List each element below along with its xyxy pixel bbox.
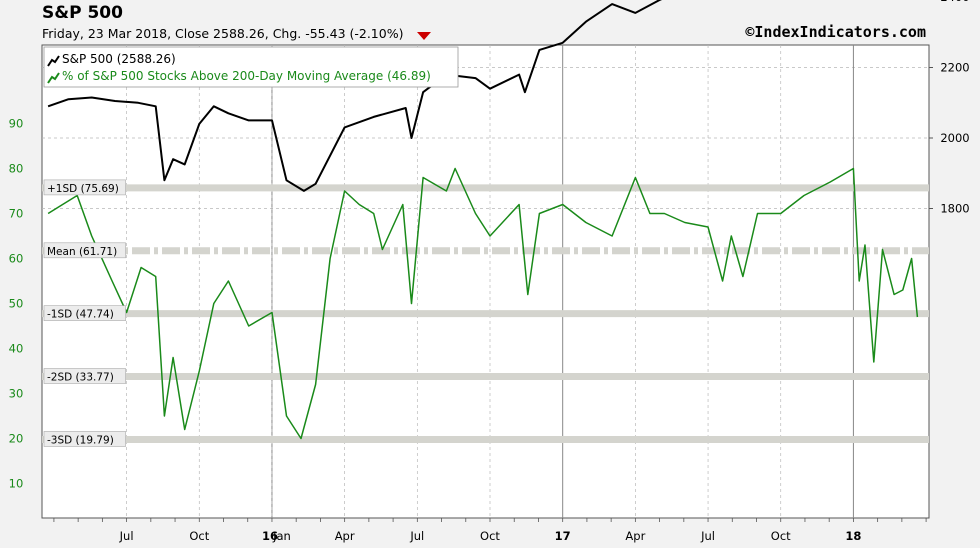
x-tick-label: Apr [335, 529, 355, 543]
x-tick-label: Oct [771, 529, 791, 543]
axes: 1020304050607080901800200022002400260028… [9, 0, 970, 543]
right-tick-label: 1800 [940, 202, 969, 216]
sd-band-label-box [43, 431, 126, 447]
sd-band-label-box [43, 179, 126, 196]
sd-band-label-group: +1SD (75.69) [43, 179, 126, 196]
sd-band-label: -2SD (33.77) [47, 372, 114, 384]
series-lines [47, 0, 919, 440]
sd-band-labels: +1SD (75.69) Mean (61.71) -1SD (47.74) -2SD… [43, 179, 126, 447]
sd-band-label-group: -3SD (19.79) [43, 431, 126, 447]
sd-band-label-group: -2SD (33.77) [43, 368, 126, 384]
left-tick-label: 50 [9, 297, 24, 311]
sd-band-label: Mean (61.71) [47, 246, 117, 258]
left-tick-label: 30 [9, 387, 24, 401]
sd-band-label-group: -1SD (47.74) [43, 305, 126, 321]
pct-above-200dma-line [47, 167, 919, 440]
left-tick-label: 80 [9, 162, 24, 176]
right-tick-label: 2200 [940, 61, 969, 75]
x-tick-label: 16 [262, 529, 278, 543]
sd-band-label: +1SD (75.69) [47, 183, 119, 195]
left-tick-label: 40 [9, 342, 24, 356]
x-tick-label: Oct [189, 529, 209, 543]
sd-band-label: -1SD (47.74) [47, 309, 114, 321]
sd-band-label-box [43, 242, 126, 259]
sd-band-label-box [43, 305, 126, 321]
sd-band-label-box [43, 368, 126, 384]
legend-pct-label: % of S&P 500 Stocks Above 200-Day Moving… [62, 69, 431, 83]
x-tick-label: Jul [700, 529, 715, 543]
left-tick-label: 90 [9, 117, 24, 131]
left-tick-label: 20 [9, 432, 24, 446]
x-tick-label: Apr [625, 529, 645, 543]
legend: S&P 500 (2588.26) % of S&P 500 Stocks Ab… [43, 46, 459, 88]
left-tick-label: 70 [9, 207, 24, 221]
down-arrow-icon [417, 32, 431, 40]
x-tick-label: 17 [555, 529, 571, 543]
chart-title: S&P 500 [42, 3, 123, 23]
left-tick-label: 10 [9, 477, 24, 491]
x-tick-label: Oct [480, 529, 500, 543]
sd-bands [42, 184, 929, 443]
legend-box [43, 46, 459, 88]
legend-sp500-label: S&P 500 (2588.26) [62, 52, 176, 66]
sp500-line [47, 0, 663, 192]
brand-label: ©IndexIndicators.com [745, 23, 926, 41]
x-tick-label: Jul [409, 529, 424, 543]
right-tick-label: 2400 [940, 0, 969, 4]
legend-pct-swatch-icon [47, 72, 60, 84]
chart-subtitle: Friday, 23 Mar 2018, Close 2588.26, Chg.… [42, 26, 403, 41]
right-tick-label: 2000 [940, 131, 969, 145]
x-tick-label: Jan [272, 529, 291, 543]
sd-band-label-group: Mean (61.71) [43, 242, 126, 259]
legend-sp500-swatch-icon [47, 55, 60, 67]
sd-band-label: -3SD (19.79) [47, 434, 114, 446]
x-tick-label: Jul [119, 529, 134, 543]
plot-area [41, 44, 930, 519]
x-tick-label: 18 [845, 529, 861, 543]
left-tick-label: 60 [9, 252, 24, 266]
